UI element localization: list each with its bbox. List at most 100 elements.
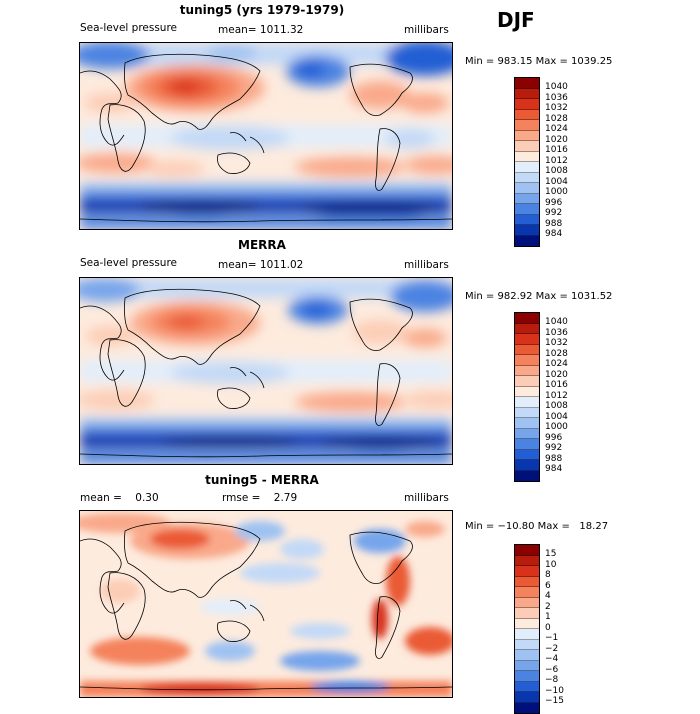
colorbar-swatch	[515, 376, 539, 387]
colorbar-label: 1016	[545, 380, 568, 390]
colorbar-label: 992	[545, 443, 563, 453]
colorbar-label: 1036	[545, 92, 568, 103]
colorbar-swatch	[515, 397, 539, 408]
colorbar-label: 0	[545, 622, 551, 633]
colorbar-swatch	[515, 460, 539, 471]
panel-1-map	[79, 42, 453, 230]
colorbar-label: 988	[545, 453, 563, 464]
colorbar-label: 1024	[545, 124, 568, 134]
panel-1-field-label: Sea-level pressure	[80, 22, 178, 34]
panel-1-map-graphic	[80, 43, 452, 229]
panel-3-title: tuning5 - MERRA	[205, 473, 319, 487]
colorbar-swatch	[515, 470, 539, 481]
colorbar-label: 1040	[545, 317, 568, 327]
colorbar-swatch	[515, 151, 539, 162]
colorbar-swatch	[515, 99, 539, 110]
colorbar-swatch	[515, 109, 539, 120]
colorbar-swatch	[515, 162, 539, 173]
colorbar-label: 1	[545, 612, 551, 622]
colorbar-swatch	[515, 355, 539, 366]
colorbar-swatch	[515, 214, 539, 225]
colorbar-swatch	[515, 629, 539, 640]
panel-1-units: millibars	[404, 24, 449, 36]
colorbar-label: 996	[545, 197, 563, 208]
colorbar-swatch	[515, 618, 539, 629]
colorbar-swatch	[515, 183, 539, 194]
colorbar-label: −10	[545, 685, 564, 696]
colorbar-label: 2	[545, 601, 551, 612]
colorbar-label: 6	[545, 580, 551, 591]
panel-2-map	[79, 277, 453, 465]
colorbar-swatch	[515, 660, 539, 671]
colorbar-swatch	[515, 681, 539, 692]
colorbar-label: 1004	[545, 176, 568, 187]
colorbar-label: 1008	[545, 166, 568, 176]
panel-2-title: MERRA	[238, 238, 286, 252]
colorbar-label: 996	[545, 432, 563, 443]
colorbar-label: −4	[545, 654, 559, 664]
colorbar-swatch	[515, 428, 539, 439]
colorbar-swatch	[515, 344, 539, 355]
colorbar-label: 1016	[545, 145, 568, 155]
colorbar-label: 1024	[545, 359, 568, 369]
colorbar-swatch	[515, 449, 539, 460]
panel-3-rmse: rmse = 2.79	[222, 492, 298, 504]
colorbar-label: 1000	[545, 422, 568, 432]
panel-3-colorbar	[514, 544, 540, 714]
colorbar-swatch	[515, 130, 539, 141]
colorbar-swatch	[515, 120, 539, 131]
colorbar-label: 1028	[545, 348, 568, 359]
panel-1-minmax: Min = 983.15 Max = 1039.25	[465, 56, 613, 67]
colorbar-label: 4	[545, 591, 551, 601]
colorbar-label: −8	[545, 675, 559, 685]
colorbar-swatch	[515, 555, 539, 566]
colorbar-swatch	[515, 323, 539, 334]
colorbar-label: 8	[545, 570, 551, 580]
colorbar-label: 984	[545, 229, 563, 239]
panel-3-map	[79, 510, 453, 698]
panel-2-colorbar	[514, 312, 540, 482]
colorbar-label: 1000	[545, 187, 568, 197]
colorbar-label: 1032	[545, 338, 568, 348]
colorbar-label: 1032	[545, 103, 568, 113]
panel-2-map-graphic	[80, 278, 452, 464]
panel-2-colorbar-labels: 1040 1036 1032 1028 1024 1020 1016 1012 …	[545, 317, 568, 475]
colorbar-label: 10	[545, 559, 557, 570]
panel-3-minmax: Min = −10.80 Max = 18.27	[465, 521, 609, 532]
colorbar-swatch	[515, 671, 539, 682]
colorbar-label: 1028	[545, 113, 568, 124]
colorbar-swatch	[515, 418, 539, 429]
colorbar-label: 1040	[545, 82, 568, 92]
colorbar-swatch	[515, 141, 539, 152]
colorbar-label: 15	[545, 549, 557, 559]
colorbar-swatch	[515, 639, 539, 650]
colorbar-swatch	[515, 650, 539, 661]
panel-1-title: tuning5 (yrs 1979-1979)	[179, 3, 345, 17]
colorbar-label: −1	[545, 633, 559, 643]
panel-2-mean: mean= 1011.02	[218, 259, 304, 271]
colorbar-label: 1008	[545, 401, 568, 411]
panel-2-field-label: Sea-level pressure	[80, 257, 178, 269]
colorbar-swatch	[515, 576, 539, 587]
panel-1-mean: mean= 1011.32	[218, 24, 304, 36]
colorbar-label: 1020	[545, 369, 568, 380]
colorbar-swatch	[515, 78, 539, 89]
colorbar-swatch	[515, 702, 539, 713]
colorbar-label: −6	[545, 664, 559, 675]
colorbar-swatch	[515, 587, 539, 598]
colorbar-label: 984	[545, 464, 563, 474]
colorbar-swatch	[515, 692, 539, 703]
colorbar-swatch	[515, 365, 539, 376]
colorbar-swatch	[515, 566, 539, 577]
colorbar-swatch	[515, 225, 539, 236]
colorbar-label: −15	[545, 696, 564, 706]
colorbar-swatch	[515, 313, 539, 324]
colorbar-label: −2	[545, 643, 559, 654]
colorbar-swatch	[515, 545, 539, 556]
colorbar-swatch	[515, 88, 539, 99]
colorbar-label: 992	[545, 208, 563, 218]
colorbar-label: 1012	[545, 155, 568, 166]
colorbar-swatch	[515, 193, 539, 204]
colorbar-label: 1012	[545, 390, 568, 401]
colorbar-swatch	[515, 386, 539, 397]
